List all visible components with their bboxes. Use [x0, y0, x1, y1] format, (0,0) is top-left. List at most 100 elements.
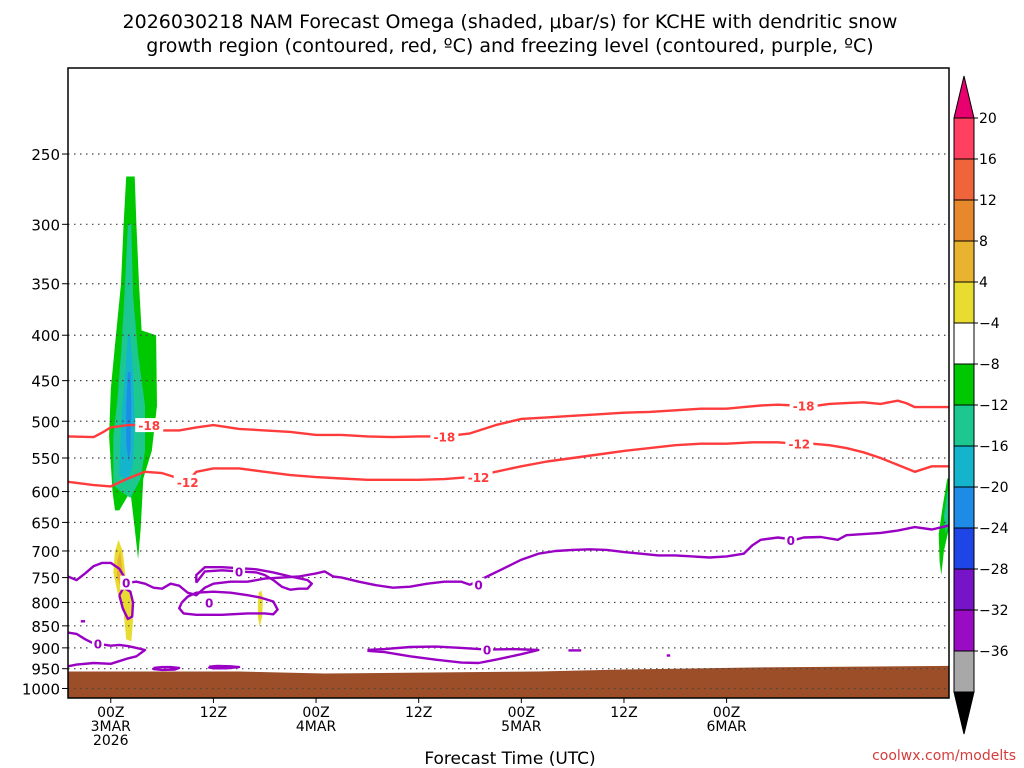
chart-title-line-1: 2026030218 NAM Forecast Omega (shaded, μ… [123, 11, 898, 33]
contour-label-bg-dgz-top-minus18-1 [430, 429, 459, 444]
contour-label-bg-dgz-bottom-minus12-0 [173, 474, 202, 489]
colorbar-swatch-12 [953, 609, 975, 652]
x-tick-label-h72-1: 6MAR [706, 719, 747, 735]
colorbar: 20 16 12 8 4 −4 −8 −12 −16 −20 −24 −28 −32 −36 [953, 75, 1009, 735]
colorbar-swatch-8 [953, 445, 975, 488]
y-tick-label-800: 800 [31, 594, 60, 612]
contour-small-blob-2 [207, 664, 241, 670]
colorbar-top-arrow [953, 75, 975, 119]
contour-label-freezing-level-main-1: 0 [474, 579, 482, 593]
colorbar-label-5: −4 [979, 316, 1000, 332]
y-tick-label-400: 400 [31, 327, 60, 345]
colorbar-swatch-13 [953, 650, 975, 693]
contour-label-freezing-level-main-0: 0 [122, 577, 130, 591]
colorbar-swatch-6 [953, 363, 975, 406]
contour-label-bg-freezing-level-main-0 [120, 575, 133, 590]
contour-label-bg-freezing-level-main-2 [784, 532, 797, 547]
contour-label-bg-freezing-level-lower-mid-0 [481, 642, 494, 657]
colorbar-label-9: −20 [979, 480, 1009, 496]
contour-label-bg-dgz-bottom-minus12-2 [785, 436, 814, 451]
omega-region-ascent-right-edge-teal [943, 491, 949, 535]
contour-label-bg-freezing-level-lobe-1-0 [203, 595, 216, 610]
contour-label-layer: -18 -18 -18 -12 -12 -12 0 0 0 0 0 0 0 [91, 398, 818, 658]
ground-layer [68, 665, 949, 698]
y-tick-label-250: 250 [31, 146, 60, 164]
colorbar-label-10: −24 [979, 521, 1009, 537]
contour-label-bg-freezing-level-lobe-2-0 [233, 564, 246, 579]
contour-label-dgz-bottom-minus12-0: -12 [177, 476, 199, 490]
x-tick-label-h60-0: 12Z [610, 705, 637, 721]
x-tick-label-h12-0: 12Z [200, 705, 227, 721]
colorbar-label-6: −8 [979, 357, 1000, 373]
plot-frame [67, 67, 950, 699]
y-tick-label-300: 300 [31, 216, 60, 234]
colorbar-label-11: −28 [979, 562, 1009, 578]
x-tick-label-h0-1: 3MAR [91, 719, 132, 735]
colorbar-swatch-3 [953, 240, 975, 283]
colorbar-label-12: −32 [979, 603, 1009, 619]
contour-label-dgz-top-minus18-1: -18 [434, 430, 456, 444]
ground-below-surface [68, 665, 949, 698]
y-tick-label-550: 550 [31, 450, 60, 468]
contour-label-bg-dgz-top-minus18-0 [135, 418, 164, 433]
colorbar-label-8: −16 [979, 439, 1009, 455]
y-tick-label-500: 500 [31, 413, 60, 431]
colorbar-label-13: −36 [979, 644, 1009, 660]
colorbar-swatch-2 [953, 199, 975, 242]
colorbar-label-2: 12 [979, 193, 997, 209]
y-tick-label-950: 950 [31, 661, 60, 679]
y-tick-label-850: 850 [31, 618, 60, 636]
colorbar-label-4: 4 [979, 275, 988, 291]
contour-label-dgz-top-minus18-0: -18 [138, 419, 160, 433]
y-tick-label-450: 450 [31, 373, 60, 391]
colorbar-bottom-arrow [953, 691, 975, 735]
colorbar-swatch-9 [953, 486, 975, 529]
y-tick-label-700: 700 [31, 543, 60, 561]
contour-label-bg-freezing-level-main-1 [472, 577, 485, 592]
contour-label-freezing-level-lobe-1-0: 0 [205, 596, 213, 610]
x-tick-label-h24-0: 00Z [302, 705, 329, 721]
colorbar-label-7: −12 [979, 398, 1009, 414]
x-axis-title: Forecast Time (UTC) [424, 749, 595, 768]
y-tick-label-350: 350 [31, 276, 60, 294]
colorbar-swatch-7 [953, 404, 975, 447]
contour-small-blob-1 [152, 665, 181, 672]
y-tick-label-900: 900 [31, 640, 60, 658]
contour-dgz-top-minus18 [67, 399, 949, 439]
contour-label-freezing-level-lower-mid-0: 0 [483, 644, 491, 658]
chart-title-line-2: growth region (contoured, red, ºC) and f… [146, 35, 873, 57]
contour-label-freezing-level-lobe-2-0: 0 [235, 565, 243, 579]
contour-label-dgz-bottom-minus12-2: -12 [788, 438, 810, 452]
y-axis: 250 300 350 400 450 500 550 600 650 700 750 800 850 9… [22, 146, 68, 698]
contour-label-bg-dgz-top-minus18-2 [789, 398, 818, 413]
y-tick-label-650: 650 [31, 514, 60, 532]
omega-region-descent-yellow-2 [257, 590, 263, 627]
contour-freezing-level-main [67, 524, 950, 597]
colorbar-swatch-1 [953, 158, 975, 201]
plot-background [68, 68, 949, 698]
colorbar-swatch-10 [953, 527, 975, 570]
contour-label-freezing-level-main-2: 0 [787, 534, 795, 548]
contour-label-dgz-top-minus18-2: -18 [793, 400, 815, 414]
y-tick-label-1000: 1000 [22, 680, 60, 698]
contour-freezing-level-lower-left [67, 631, 147, 668]
x-tick-label-h72-0: 00Z [713, 705, 740, 721]
x-tick-label-h48-0: 00Z [508, 705, 535, 721]
x-tick-label-h24-1: 4MAR [296, 719, 337, 735]
x-tick-label-h0-2: 2026 [93, 733, 129, 749]
source-credit[interactable]: coolwx.com/modelts [872, 748, 1016, 764]
contour-label-bg-dgz-bottom-minus12-1 [464, 470, 493, 485]
colorbar-swatch-11 [953, 568, 975, 611]
colorbar-swatch-5 [953, 322, 975, 365]
colorbar-swatch-4 [953, 281, 975, 324]
colorbar-label-0: 20 [979, 111, 997, 127]
contour-label-dgz-bottom-minus12-1: -12 [468, 471, 490, 485]
x-tick-label-h48-1: 5MAR [501, 719, 542, 735]
x-tick-label-h36-0: 12Z [405, 705, 432, 721]
y-tick-label-600: 600 [31, 484, 60, 502]
contour-freezing-level-lower-mid [367, 645, 540, 665]
omega-region-ascent-blue [126, 372, 132, 462]
contour-label-freezing-level-lower-left-0: 0 [94, 638, 102, 652]
